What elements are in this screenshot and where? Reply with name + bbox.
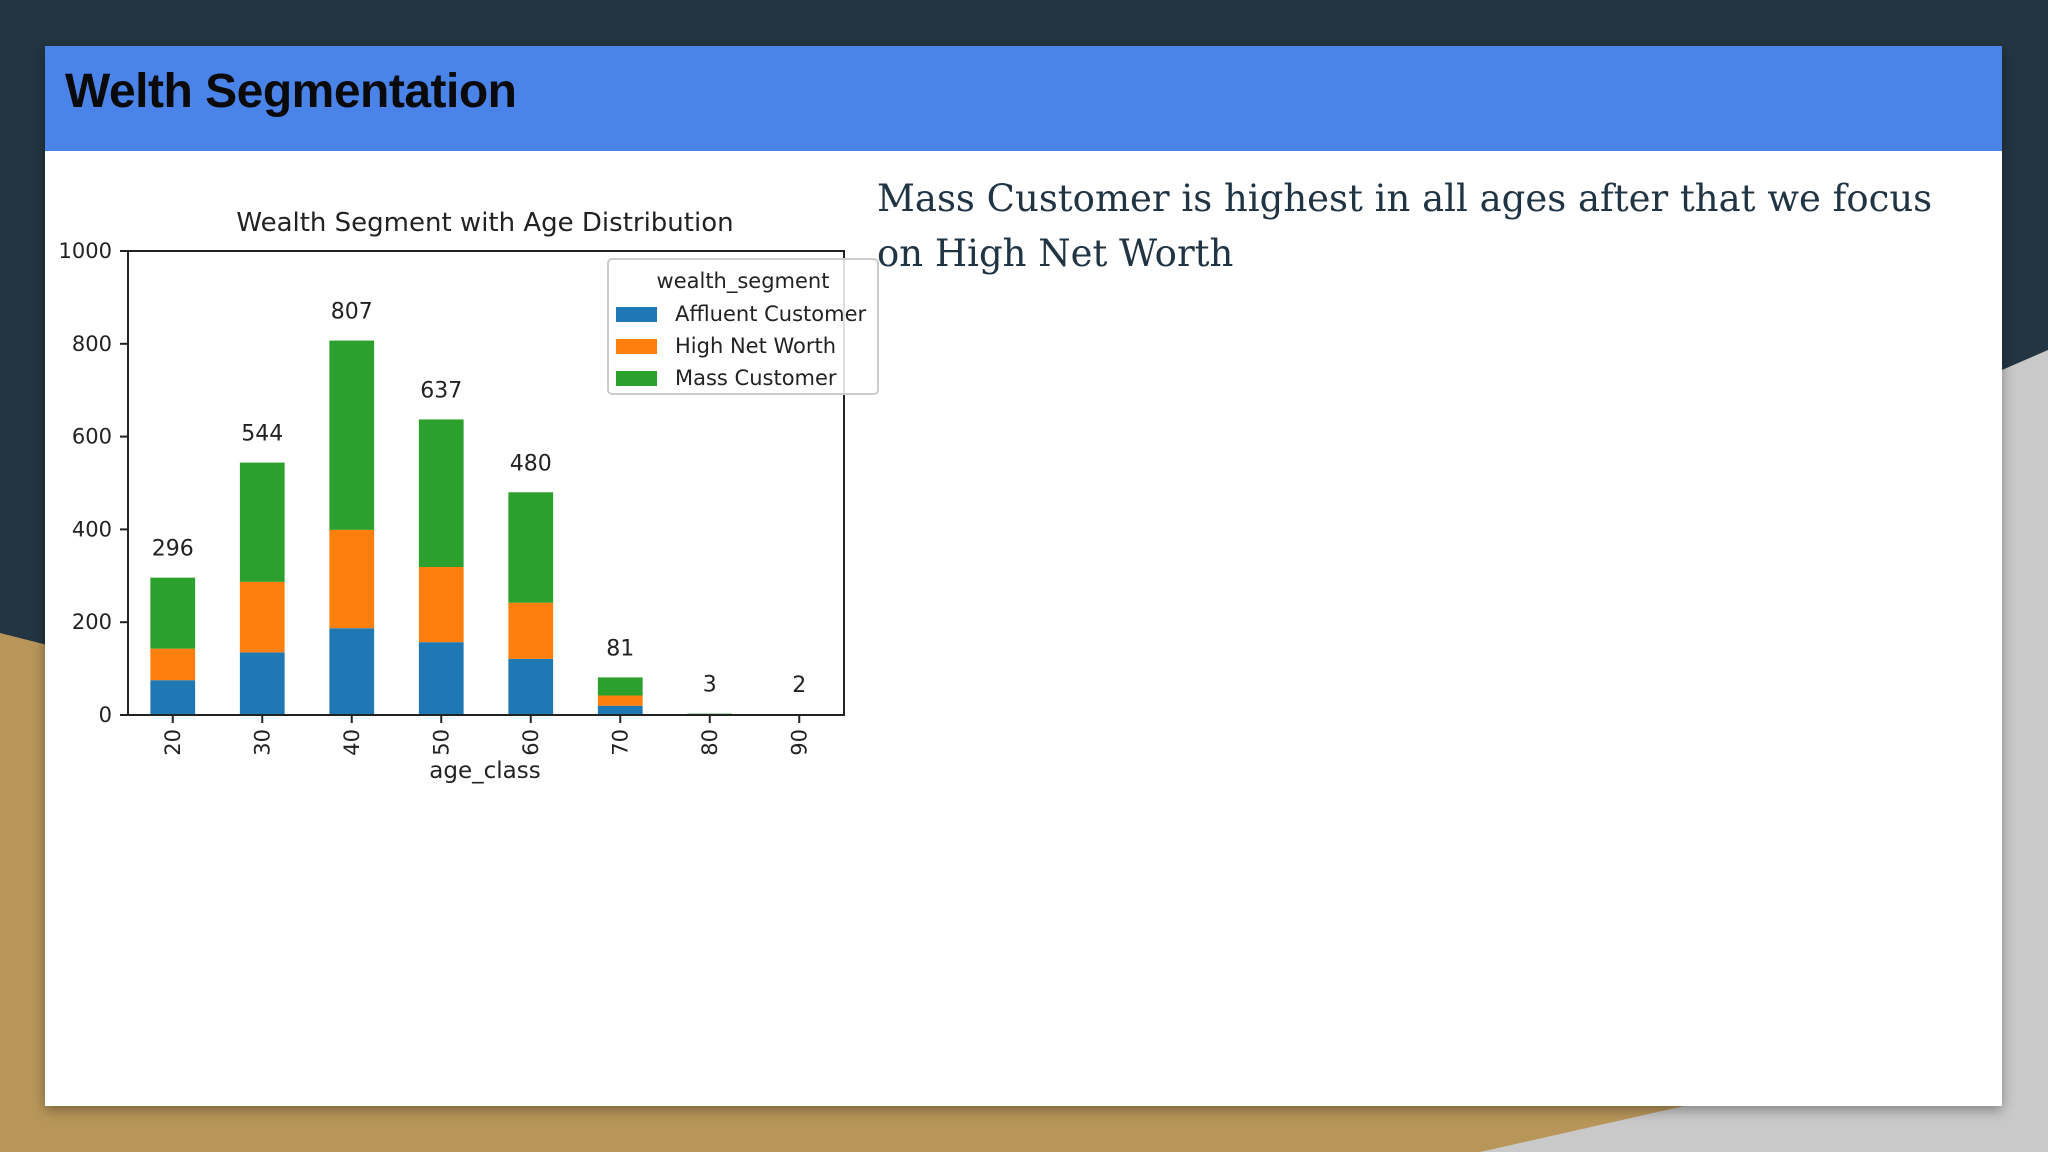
bar-segment-70-2 — [597, 695, 643, 706]
y-axis: 0 200 400 600 800 1000 — [59, 239, 128, 727]
bars-layer — [150, 340, 822, 715]
legend-entry-3: Mass Customer — [675, 366, 837, 390]
x-tick-label-40: 40 — [340, 729, 364, 756]
legend-entry-1: Affluent Customer — [675, 302, 866, 326]
total-label-30: 544 — [241, 422, 283, 447]
x-tick-label-70: 70 — [608, 729, 632, 756]
bar-segment-70-1 — [597, 705, 643, 715]
x-tick-label-20: 20 — [161, 729, 185, 756]
legend: wealth_segment Affluent Customer High Net … — [607, 258, 879, 395]
x-tick-label-50: 50 — [429, 729, 453, 756]
x-tick-label-60: 60 — [519, 729, 543, 756]
bar-segment-60-2 — [508, 602, 554, 659]
bar-segment-20-1 — [150, 680, 196, 715]
total-label-80: 3 — [703, 673, 717, 698]
bar-segment-20-2 — [150, 648, 196, 681]
bar-segment-30-3 — [239, 462, 285, 582]
x-tick-label-90: 90 — [787, 729, 811, 756]
x-tick-label-80: 80 — [698, 729, 722, 756]
bar-segment-60-1 — [508, 658, 554, 715]
total-label-50: 637 — [420, 378, 462, 403]
bar-segment-30-2 — [239, 581, 285, 653]
y-tick-label-200: 200 — [72, 610, 112, 634]
x-axis: 20 30 40 50 60 70 80 90 — [161, 715, 811, 756]
y-tick-label-1000: 1000 — [59, 239, 112, 263]
total-label-70: 81 — [606, 636, 634, 661]
slide: Welth Segmentation Wealth Segment with A… — [45, 46, 2002, 1106]
bar-segment-30-1 — [239, 652, 285, 715]
bar-segment-60-3 — [508, 492, 554, 603]
legend-swatch-2 — [616, 339, 657, 354]
bar-segment-50-2 — [418, 566, 464, 643]
total-label-40: 807 — [331, 300, 373, 325]
y-tick-label-800: 800 — [72, 332, 112, 356]
total-label-90: 2 — [792, 673, 806, 698]
summary-text: Mass Customer is highest in all ages aft… — [877, 177, 1933, 275]
legend-title: wealth_segment — [657, 269, 830, 294]
legend-entry-2: High Net Worth — [675, 334, 836, 358]
y-tick-label-0: 0 — [99, 703, 112, 727]
legend-swatch-3 — [616, 371, 657, 386]
bar-segment-40-2 — [329, 529, 375, 629]
legend-box — [607, 258, 879, 395]
bar-segment-20-3 — [150, 577, 196, 649]
x-axis-label: age_class — [429, 758, 540, 784]
chart-title: Wealth Segment with Age Distribution — [236, 208, 733, 238]
total-labels-layer: 296 544 807 637 480 81 3 2 — [152, 300, 807, 699]
legend-swatch-1 — [616, 307, 657, 322]
y-tick-label-600: 600 — [72, 425, 112, 449]
bar-segment-50-3 — [418, 419, 464, 567]
bar-segment-40-3 — [329, 340, 375, 530]
y-tick-label-400: 400 — [72, 517, 112, 541]
stacked-bar-chart: Wealth Segment with Age Distribution 296… — [59, 208, 879, 784]
bar-segment-40-1 — [329, 628, 375, 715]
total-label-20: 296 — [152, 537, 194, 562]
total-label-60: 480 — [510, 451, 552, 476]
x-tick-label-30: 30 — [250, 729, 274, 756]
slide-title: Welth Segmentation — [65, 65, 517, 118]
bar-segment-70-3 — [597, 677, 643, 696]
bar-segment-50-1 — [418, 642, 464, 715]
plot-frame — [127, 250, 845, 716]
title-bar: Welth Segmentation — [45, 46, 2002, 151]
